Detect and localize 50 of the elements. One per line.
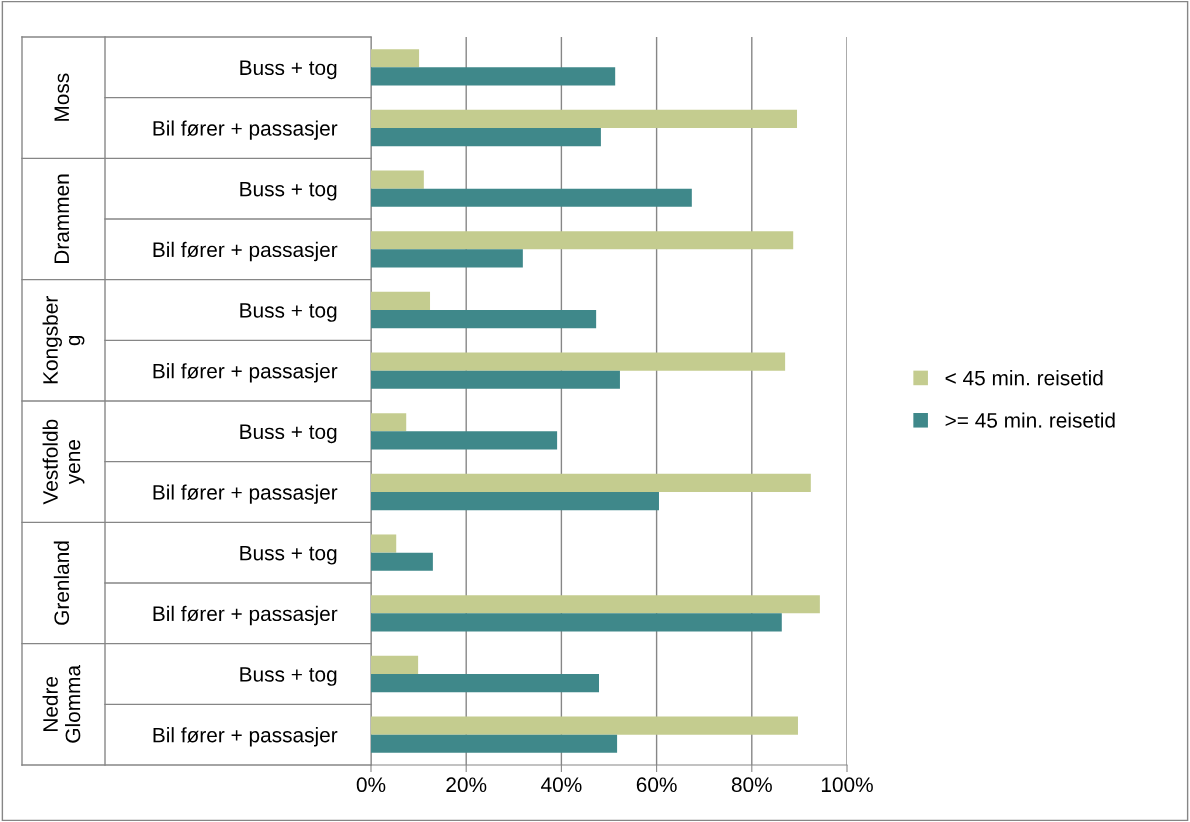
text: Grenland xyxy=(53,541,70,625)
y-tick-label: Buss + tog xyxy=(240,303,337,322)
text: Kongsber g xyxy=(42,296,85,384)
y-tick-label: Bil fører + passasjer xyxy=(153,484,338,504)
x-tick-label: 20% xyxy=(446,777,487,793)
bar xyxy=(371,595,820,614)
y-tick-label: Bil fører + passasjer xyxy=(153,363,338,383)
bar xyxy=(371,49,420,68)
x-tick-label: 0% xyxy=(356,777,386,793)
bar xyxy=(371,109,798,128)
bar xyxy=(371,674,599,693)
bar xyxy=(371,352,786,371)
bar xyxy=(371,534,397,553)
y-tick-label: Buss + tog xyxy=(240,545,337,565)
text: Moss xyxy=(54,73,70,121)
y-tick-label: Buss + tog xyxy=(240,60,337,80)
bar xyxy=(371,310,597,329)
y-tick-label: Buss + tog xyxy=(240,181,337,201)
bar xyxy=(371,734,618,753)
bar xyxy=(371,613,782,632)
y-tick-label: Bil fører + passasjer xyxy=(153,120,338,140)
bar xyxy=(371,370,620,389)
x-tick-label: 40% xyxy=(541,777,582,793)
text: Vestfoldb yene xyxy=(42,419,85,505)
x-tick-label: 100% xyxy=(821,777,873,793)
bar xyxy=(371,128,601,147)
bar xyxy=(371,431,558,450)
bar xyxy=(371,492,659,511)
y-tick-label: Bil fører + passasjer xyxy=(153,241,338,262)
text: Drammen xyxy=(54,174,70,264)
y-tick-label: Buss + tog xyxy=(240,667,337,686)
bar xyxy=(371,655,419,674)
bar xyxy=(371,552,433,571)
y-tick-label: Buss + tog xyxy=(240,424,337,444)
x-tick-label: 60% xyxy=(636,777,677,793)
legend-label: >= 45 min. reisetid xyxy=(945,412,1115,428)
legend-label: < 45 min. reisetid xyxy=(945,370,1103,386)
bar xyxy=(371,291,431,310)
bar xyxy=(371,716,798,735)
bar xyxy=(371,473,811,492)
bar xyxy=(371,67,616,86)
bar xyxy=(371,170,424,189)
y-tick-label: Bil fører + passasjer xyxy=(153,727,338,747)
bar xyxy=(371,413,407,432)
bar xyxy=(371,231,794,250)
y-tick-label: Bil fører + passasjer xyxy=(153,605,338,626)
bar xyxy=(371,249,523,268)
bar xyxy=(371,188,692,207)
text: Nedre Glomma xyxy=(42,664,81,743)
x-tick-label: 80% xyxy=(731,777,772,793)
